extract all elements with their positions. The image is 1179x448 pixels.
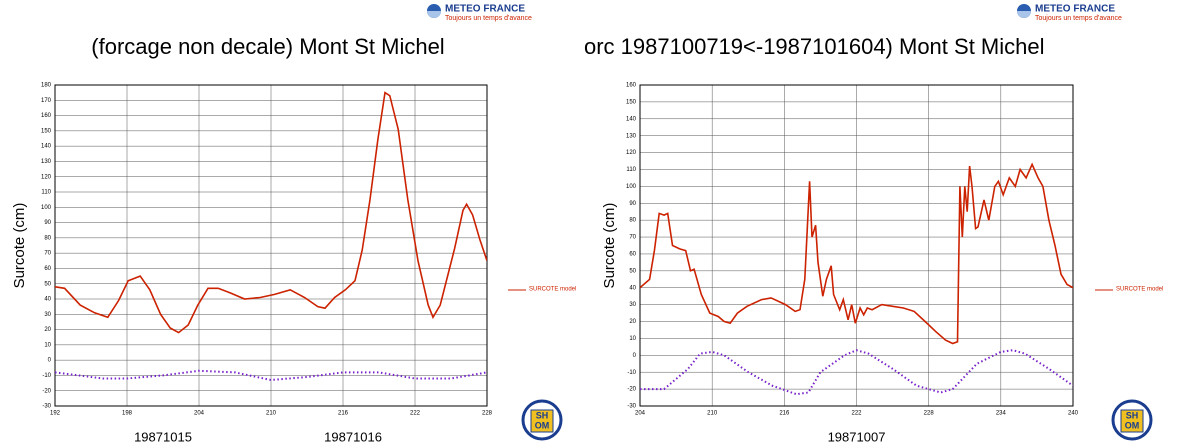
shom-logo	[530, 409, 554, 433]
x-tick-label: 228	[924, 411, 935, 417]
y-tick-label: 40	[629, 285, 636, 291]
y-tick-label: 0	[48, 358, 52, 364]
logo-name: METEO FRANCE	[1035, 4, 1115, 15]
y-tick-label: -10	[42, 373, 51, 379]
x-tick-label: 210	[266, 411, 277, 417]
series-line	[55, 91, 487, 334]
logo-name: METEO FRANCE	[445, 4, 525, 15]
shom-text: OM	[1125, 420, 1140, 430]
y-tick-label: 80	[44, 235, 51, 241]
chart-title: (forcage non decale) Mont St Michel	[91, 34, 444, 59]
y-tick-label: 130	[626, 133, 637, 139]
y-tick-label: 20	[44, 327, 51, 333]
y-tick-label: 160	[626, 83, 637, 89]
y-tick-label: 40	[44, 297, 51, 303]
shom-text: OM	[535, 420, 550, 430]
chart-title: orc 1987100719<-1987101604) Mont St Mich…	[584, 34, 1045, 59]
y-tick-label: 100	[41, 205, 52, 211]
y-tick-label: 60	[629, 252, 636, 258]
shom-text: SH	[536, 410, 549, 420]
y-tick-label: 70	[44, 251, 51, 257]
x-tick-label: 192	[50, 411, 61, 417]
y-tick-label: -10	[627, 370, 636, 376]
series-line	[55, 369, 487, 382]
x-tick-label: 204	[635, 411, 646, 417]
y-tick-label: 150	[626, 99, 637, 105]
y-tick-label: 120	[626, 150, 637, 156]
x-tick-label: 210	[707, 411, 718, 417]
y-tick-label: 20	[629, 319, 636, 325]
x-tick-label: 216	[338, 411, 349, 417]
y-tick-label: 30	[629, 302, 636, 308]
y-tick-label: 180	[41, 83, 52, 89]
y-tick-label: 150	[41, 128, 52, 134]
plot-frame	[54, 84, 488, 407]
y-tick-label: 120	[41, 174, 52, 180]
y-axis-label: Surcote (cm)	[11, 203, 28, 289]
y-tick-label: 10	[44, 342, 51, 348]
date-label: 19871007	[828, 429, 886, 444]
y-tick-label: 60	[44, 266, 51, 272]
x-tick-label: 204	[194, 411, 205, 417]
y-tick-label: 130	[41, 159, 52, 165]
y-tick-label: 110	[41, 190, 51, 196]
y-tick-label: 10	[629, 336, 636, 342]
y-tick-label: 90	[629, 201, 636, 207]
y-tick-label: 30	[44, 312, 51, 318]
logo-tagline: Toujours un temps d'avance	[445, 15, 532, 22]
y-tick-label: 50	[629, 268, 636, 274]
y-tick-label: 80	[629, 218, 636, 224]
x-tick-label: 240	[1068, 411, 1079, 417]
shom-text: SH	[1126, 410, 1139, 420]
y-tick-label: 170	[41, 98, 52, 104]
date-label: 19871016	[324, 429, 382, 444]
y-tick-label: 160	[41, 113, 52, 119]
x-tick-label: 222	[410, 411, 421, 417]
y-tick-label: 50	[44, 281, 51, 287]
legend-label: SURCOTE model	[1116, 287, 1163, 293]
y-tick-label: -30	[42, 404, 51, 410]
y-tick-label: -30	[627, 404, 636, 410]
y-tick-label: 0	[633, 353, 637, 359]
y-tick-label: 100	[626, 184, 637, 190]
y-tick-label: -20	[627, 387, 636, 393]
y-tick-label: 140	[41, 144, 52, 150]
date-label: 19871015	[134, 429, 192, 444]
x-tick-label: 216	[779, 411, 790, 417]
legend-label: SURCOTE model	[529, 287, 576, 293]
x-tick-label: 222	[851, 411, 862, 417]
logo-icon	[427, 11, 441, 18]
plot-frame	[639, 84, 1074, 407]
y-tick-label: 70	[629, 235, 636, 241]
x-tick-label: 234	[996, 411, 1007, 417]
y-tick-label: 110	[626, 167, 636, 173]
y-tick-label: 90	[44, 220, 51, 226]
logo-icon	[1017, 11, 1031, 18]
y-axis-label: Surcote (cm)	[601, 203, 618, 289]
logo-tagline: Toujours un temps d'avance	[1035, 15, 1122, 22]
y-tick-label: 140	[626, 116, 637, 122]
shom-logo	[1120, 409, 1144, 433]
x-tick-label: 198	[122, 411, 133, 417]
series-line	[640, 349, 1073, 396]
x-tick-label: 228	[482, 411, 493, 417]
series-line	[640, 162, 1073, 345]
y-tick-label: -20	[42, 388, 51, 394]
